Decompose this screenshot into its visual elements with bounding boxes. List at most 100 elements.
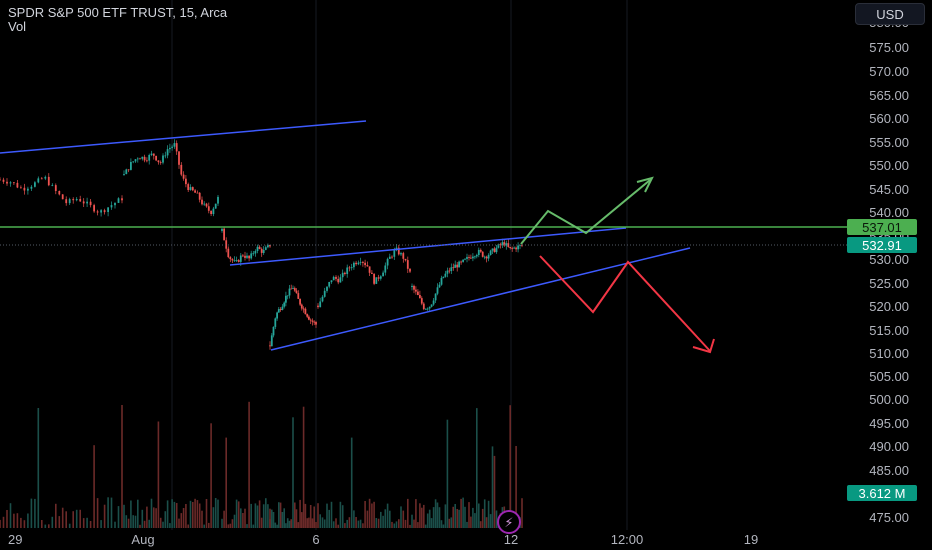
candle-body bbox=[210, 210, 212, 214]
candle-body bbox=[326, 286, 328, 291]
volume-bar bbox=[229, 523, 232, 528]
bearish-projection-path[interactable] bbox=[539, 255, 711, 352]
volume-bar bbox=[96, 498, 99, 528]
currency-button[interactable]: USD bbox=[855, 3, 925, 25]
candle-body bbox=[509, 246, 512, 248]
volume-bar bbox=[68, 523, 71, 528]
candle-body bbox=[344, 272, 346, 274]
volume-bar bbox=[139, 524, 141, 528]
candle-body bbox=[162, 155, 164, 163]
lightning-button[interactable]: ⚡ bbox=[497, 510, 521, 534]
volume-bar bbox=[2, 516, 5, 528]
volume-bar bbox=[146, 506, 148, 528]
candle-body bbox=[355, 262, 357, 265]
volume-bar bbox=[244, 508, 246, 528]
volume-bar bbox=[269, 508, 271, 528]
candle-body bbox=[353, 262, 355, 268]
volume-bar bbox=[248, 401, 250, 528]
candle-body bbox=[191, 187, 194, 191]
bearish-arrowhead bbox=[692, 338, 715, 354]
price-axis[interactable]: 580.00575.00570.00565.00560.00555.00550.… bbox=[847, 15, 917, 525]
candle-body bbox=[497, 244, 500, 248]
candle-body bbox=[189, 187, 192, 190]
candle-body bbox=[491, 248, 494, 251]
volume-bar bbox=[407, 498, 409, 528]
candle-body bbox=[201, 199, 203, 205]
volume-bar bbox=[371, 503, 373, 528]
candle-body bbox=[225, 240, 228, 249]
volume-bar bbox=[400, 506, 402, 528]
volume-bar bbox=[440, 520, 443, 528]
volume-bar bbox=[444, 504, 447, 528]
candle-body bbox=[487, 255, 490, 259]
candle-body bbox=[214, 203, 217, 209]
volume-bar bbox=[150, 498, 153, 528]
candle-body bbox=[422, 303, 425, 310]
candle-body bbox=[468, 257, 470, 258]
volume-bar bbox=[20, 517, 22, 528]
candle-body bbox=[420, 298, 423, 304]
candle-body bbox=[198, 192, 201, 200]
volume-bar bbox=[424, 524, 427, 528]
volume-bar bbox=[487, 500, 490, 528]
candle-body bbox=[75, 199, 78, 201]
candle-body bbox=[134, 159, 137, 162]
volume-bar bbox=[515, 446, 517, 528]
volume-bar bbox=[341, 505, 344, 528]
volume-bar bbox=[192, 502, 194, 528]
candle-body bbox=[366, 265, 369, 267]
candle-body bbox=[382, 272, 384, 277]
candle-body bbox=[462, 259, 464, 262]
volume-bar bbox=[153, 507, 155, 528]
candle-body bbox=[300, 304, 303, 309]
candle-body bbox=[373, 273, 375, 284]
volume-legend[interactable]: Vol bbox=[8, 19, 27, 34]
volume-bar bbox=[208, 522, 210, 528]
symbol-legend[interactable]: SPDR S&P 500 ETF TRUST, 15, Arca bbox=[8, 5, 228, 20]
price-tick-label: 575.00 bbox=[869, 40, 909, 55]
bullish-projection-path[interactable] bbox=[520, 179, 651, 245]
volume-bar bbox=[55, 503, 57, 528]
volume-bar bbox=[285, 523, 287, 528]
volume-bar bbox=[23, 520, 26, 528]
candle-body bbox=[223, 228, 225, 241]
trendline[interactable] bbox=[0, 120, 367, 154]
volume-bar bbox=[436, 502, 439, 528]
volume-bar bbox=[409, 524, 411, 528]
volume-bar bbox=[413, 519, 415, 528]
candle-body bbox=[458, 261, 460, 268]
candle-body bbox=[503, 242, 506, 246]
trendline[interactable] bbox=[270, 247, 691, 351]
volume-bar bbox=[171, 499, 173, 528]
time-tick-label: 12 bbox=[504, 532, 518, 547]
candle-body bbox=[237, 260, 240, 262]
volume-bar bbox=[393, 523, 396, 528]
volume-bar bbox=[58, 516, 61, 528]
volume-bar bbox=[143, 520, 146, 528]
volume-bar bbox=[292, 417, 294, 528]
candle-body bbox=[460, 261, 462, 263]
candle-body bbox=[159, 162, 162, 163]
volume-bar bbox=[299, 499, 301, 528]
volume-bar bbox=[240, 508, 242, 528]
candle-body bbox=[185, 178, 187, 185]
candle-body bbox=[290, 288, 293, 290]
candle-body bbox=[267, 244, 269, 248]
volume-bar bbox=[368, 498, 371, 528]
candle-body bbox=[239, 255, 242, 262]
candle-body bbox=[321, 296, 324, 302]
volume-bar bbox=[267, 504, 269, 528]
volume-bar bbox=[79, 509, 81, 528]
volume-bar bbox=[276, 524, 278, 528]
candle-body bbox=[72, 199, 75, 201]
volume-bar bbox=[278, 502, 280, 528]
trendline[interactable] bbox=[229, 227, 627, 266]
candle-body bbox=[285, 295, 287, 303]
volume-bar bbox=[117, 506, 120, 528]
drawing-annotations[interactable] bbox=[0, 120, 848, 354]
time-axis[interactable]: 29 Aug 6 12 12:00 19 bbox=[8, 532, 758, 547]
volume-bar bbox=[428, 509, 431, 528]
volume-bar bbox=[100, 520, 102, 528]
candle-body bbox=[406, 260, 409, 269]
